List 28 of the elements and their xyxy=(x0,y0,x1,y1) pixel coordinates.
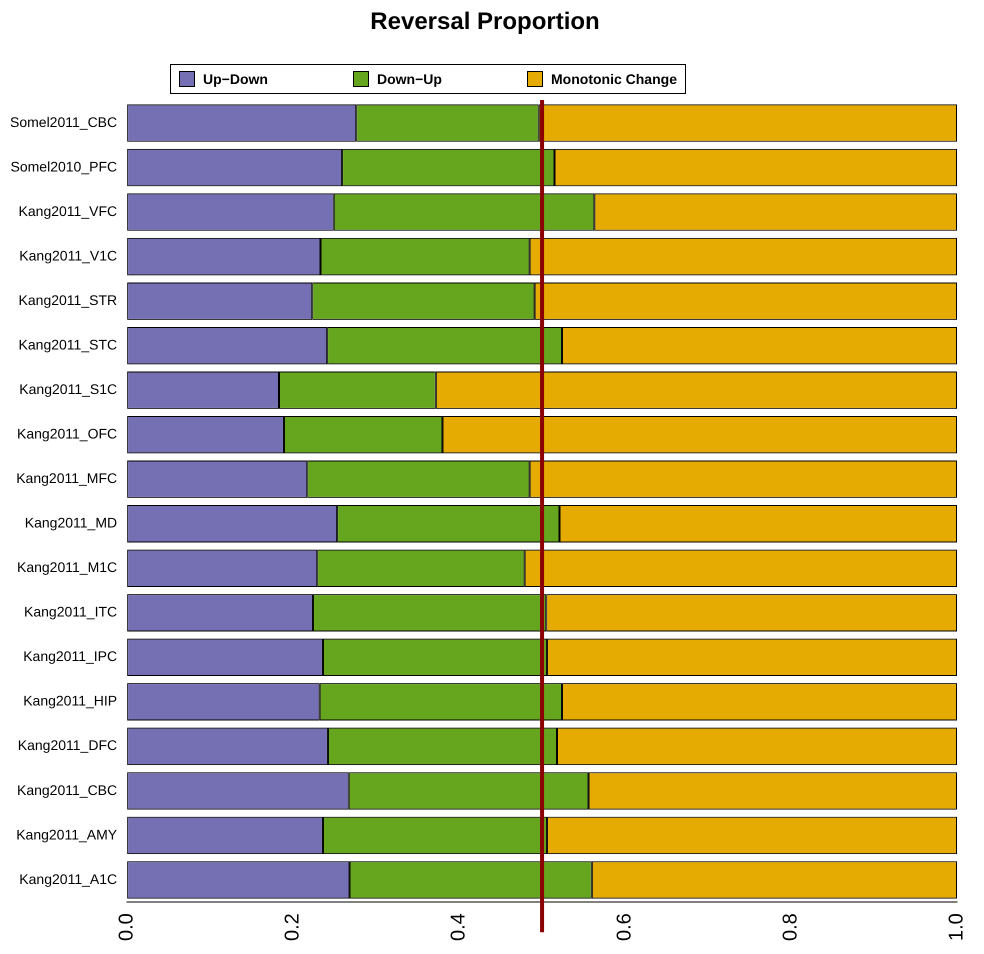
y-tick-label: Somel2011_CBC xyxy=(10,114,118,130)
y-tick-label: Kang2011_VFC xyxy=(18,202,118,219)
y-tick-label: Kang2011_A1C xyxy=(19,870,118,887)
chart-title: Reversal Proportion xyxy=(370,8,600,36)
y-tick-label: Kang2011_IPC xyxy=(23,648,118,664)
y-tick-label: Kang2011_ITC xyxy=(24,604,118,620)
y-tick-label: Kang2011_S1C xyxy=(19,381,118,398)
y-tick-label: Somel2010_PFC xyxy=(10,158,118,174)
y-tick-label: Kang2011_DFC xyxy=(18,737,118,754)
x-tick-label: 0.2 xyxy=(282,913,304,942)
x-tick-label: 0.8 xyxy=(780,913,802,942)
y-tick-label: Kang2011_M1C xyxy=(16,559,118,576)
y-tick-label: Kang2011_HIP xyxy=(23,692,118,709)
y-tick-label: Kang2011_STR xyxy=(18,292,118,308)
y-tick-label: Kang2011_MFC xyxy=(16,470,118,486)
y-tick-label: Kang2011_AMY xyxy=(16,826,118,842)
y-tick-label: Kang2011_MD xyxy=(24,514,118,531)
x-tick-label: 0.4 xyxy=(448,913,470,942)
y-tick-label: Kang2011_CBC xyxy=(16,782,118,798)
y-tick-label: Kang2011_OFC xyxy=(16,426,118,442)
x-tick-label: 0.6 xyxy=(614,913,636,942)
x-tick-label: 0.0 xyxy=(116,913,138,942)
x-tick-label: 1.0 xyxy=(946,913,968,942)
legend-label: Down−Up xyxy=(377,71,442,87)
legend-label: Up−Down xyxy=(203,71,268,87)
y-tick-label: Kang2011_V1C xyxy=(19,247,118,264)
series-label: Monotonic Change xyxy=(551,71,677,87)
y-tick-label: Kang2011_STC xyxy=(18,336,118,353)
